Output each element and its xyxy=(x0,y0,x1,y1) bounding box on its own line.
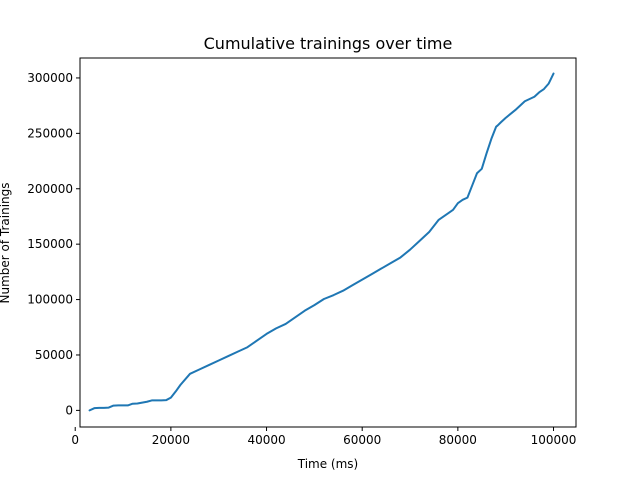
x-axis-label: Time (ms) xyxy=(297,457,359,471)
y-tick-label: 100000 xyxy=(27,293,73,307)
y-axis: 0 50000 100000 150000 200000 250000 300000 xyxy=(27,71,80,417)
x-tick-label: 80000 xyxy=(439,433,477,447)
y-tick-label: 50000 xyxy=(35,348,73,362)
y-tick-label: 200000 xyxy=(27,182,73,196)
x-tick-label: 0 xyxy=(71,433,79,447)
y-tick-label: 250000 xyxy=(27,126,73,140)
plot-area xyxy=(88,72,555,412)
y-axis-label: Number of Trainings xyxy=(0,182,12,303)
axes-frame xyxy=(79,57,577,428)
x-tick-label: 40000 xyxy=(247,433,285,447)
x-tick-label: 20000 xyxy=(152,433,190,447)
series-line xyxy=(88,72,555,412)
y-tick-label: 150000 xyxy=(27,237,73,251)
x-tick-label: 100000 xyxy=(531,433,577,447)
y-tick-label: 0 xyxy=(65,403,73,417)
y-tick-label: 300000 xyxy=(27,71,73,85)
x-axis: 0 20000 40000 60000 80000 100000 xyxy=(71,427,576,447)
chart-title: Cumulative trainings over time xyxy=(204,34,453,53)
x-tick-label: 60000 xyxy=(343,433,381,447)
